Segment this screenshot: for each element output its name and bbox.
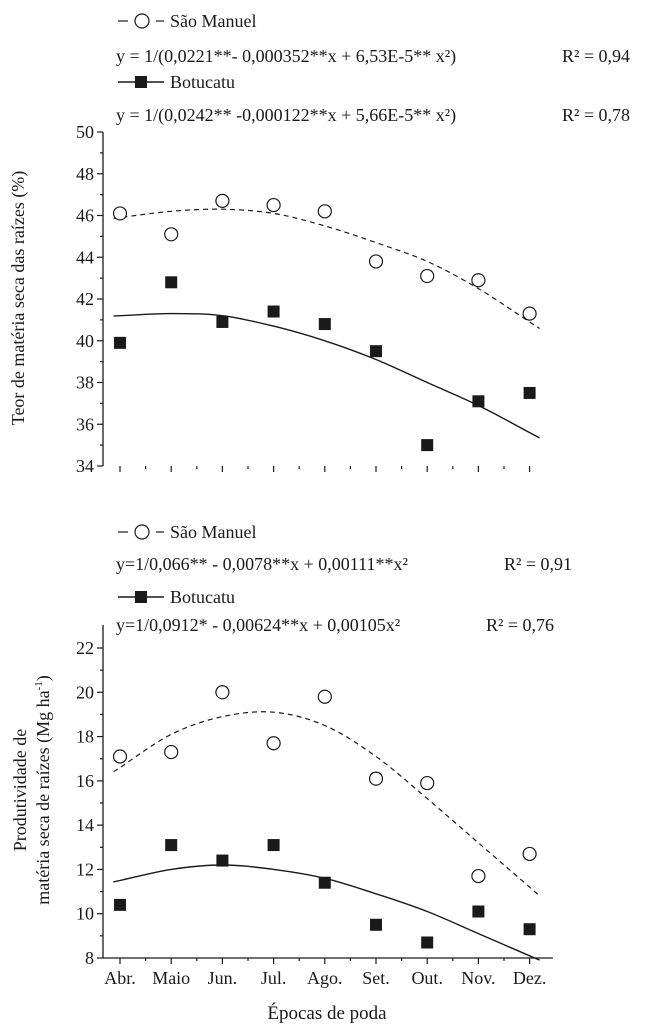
top-point-botucatu xyxy=(216,315,229,328)
top-legend-sao-manuel-equation: y = 1/(0,0221**- 0,000352**x + 6,53E-5**… xyxy=(116,46,456,67)
bottom-fit-lines xyxy=(113,711,540,961)
top-point-sao-manuel xyxy=(522,306,537,321)
top-point-sao-manuel xyxy=(368,254,384,269)
bottom-y-tick-label: 22 xyxy=(76,638,94,658)
top-y-tick-label: 46 xyxy=(76,206,94,226)
bottom-point-sao-manuel xyxy=(215,685,230,700)
top-y-tick-label: 48 xyxy=(76,164,94,184)
bottom-point-botucatu xyxy=(370,918,382,931)
bottom-point-sao-manuel xyxy=(266,736,281,751)
top-point-sao-manuel xyxy=(215,193,230,208)
top-point-sao-manuel xyxy=(112,206,128,221)
bottom-y-axis-label-line2: matéria seca de raízes (Mg ha-1) xyxy=(33,675,54,905)
bottom-point-botucatu xyxy=(472,905,485,918)
top-point-botucatu xyxy=(114,336,126,349)
top-y-tick-label: 40 xyxy=(76,331,94,351)
bottom-chart: 8 10 12 14 16 18 20 22 Abr. Maio Jun. Jul. Ago. Set.… xyxy=(10,625,553,1024)
bottom-point-sao-manuel xyxy=(112,749,128,764)
bottom-x-tick-label: Dez. xyxy=(513,968,546,988)
bottom-point-botucatu xyxy=(267,839,280,852)
top-y-axis-label: Teor de matéria seca das raízes (%) xyxy=(8,171,29,426)
top-legend-sao-manuel-r2: R² = 0,94 xyxy=(562,46,630,66)
bottom-x-tick-label: Jul. xyxy=(261,968,287,988)
top-legend-botucatu-r2: R² = 0,78 xyxy=(562,105,630,125)
top-point-sao-manuel xyxy=(317,204,332,219)
top-y-tick-label: 36 xyxy=(76,414,94,434)
bottom-y-tick-label: 16 xyxy=(76,771,94,791)
bottom-legend-botucatu-r2: R² = 0,76 xyxy=(486,615,554,635)
bottom-fit-line-sao-manuel xyxy=(113,711,540,897)
top-y-tick-label: 34 xyxy=(76,456,94,476)
bottom-data-points xyxy=(112,685,537,949)
bottom-point-botucatu xyxy=(523,923,536,936)
bottom-y-tick-label: 20 xyxy=(76,682,94,702)
top-fit-line-botucatu xyxy=(113,312,540,439)
top-y-ticks: 34 36 38 40 42 44 46 48 50 xyxy=(76,122,103,476)
bottom-legend-botucatu-symbol xyxy=(118,591,164,603)
top-chart: 34 36 38 40 42 44 46 48 50 Teor de matéria seca … xyxy=(8,122,540,476)
bottom-legend-sao-manuel-r2: R² = 0,91 xyxy=(504,554,572,574)
bottom-point-sao-manuel xyxy=(522,846,537,862)
bottom-y-tick-label: 12 xyxy=(76,859,94,879)
bottom-legend-botucatu-label: Botucatu xyxy=(170,587,235,607)
top-legend-botucatu-label: Botucatu xyxy=(170,72,235,92)
bottom-x-tick-label: Maio xyxy=(152,968,190,988)
bottom-x-axis-label: Épocas de poda xyxy=(267,1002,387,1024)
bottom-x-tick-label: Abr. xyxy=(104,968,136,988)
top-data-points xyxy=(112,193,537,452)
bottom-x-tick-label: Set. xyxy=(362,968,390,988)
top-y-tick-label: 42 xyxy=(76,289,94,309)
top-legend-botucatu-symbol xyxy=(118,76,164,88)
bottom-point-sao-manuel xyxy=(317,689,332,704)
bottom-point-botucatu xyxy=(216,854,229,867)
bottom-y-tick-label: 10 xyxy=(76,904,94,924)
bottom-y-tick-label: 14 xyxy=(76,815,94,835)
top-legend-sao-manuel-symbol xyxy=(118,13,164,29)
bottom-legend-sao-manuel-equation: y=1/0,066** - 0,0078**x + 0,00111**x² xyxy=(116,554,408,574)
top-legend-sao-manuel-label: São Manuel xyxy=(170,11,256,31)
top-point-botucatu xyxy=(267,305,280,318)
top-y-tick-label: 38 xyxy=(76,373,94,393)
top-point-sao-manuel xyxy=(471,273,486,288)
top-x-ticks xyxy=(119,466,531,472)
bottom-point-botucatu xyxy=(421,936,434,949)
top-legend-botucatu-equation: y = 1/(0,0242** -0,000122**x + 5,66E-5**… xyxy=(116,105,456,126)
bottom-legend-botucatu-equation: y=1/0,0912* - 0,00624**x + 0,00105x² xyxy=(116,615,400,635)
bottom-x-tick-label: Nov. xyxy=(461,968,495,988)
top-y-tick-label: 44 xyxy=(76,247,94,267)
bottom-point-botucatu xyxy=(114,898,126,911)
bottom-legend-sao-manuel-label: São Manuel xyxy=(170,522,256,542)
top-point-botucatu xyxy=(370,345,382,358)
bottom-point-sao-manuel xyxy=(420,775,435,791)
bottom-legend-sao-manuel-symbol xyxy=(118,524,164,540)
top-point-botucatu xyxy=(472,395,485,408)
bottom-y-tick-label: 8 xyxy=(85,948,94,968)
top-point-sao-manuel xyxy=(164,227,179,242)
bottom-point-botucatu xyxy=(165,839,178,852)
bottom-y-axis-label-line1: Produtividade de xyxy=(10,729,30,851)
bottom-y-ticks: 8 10 12 14 16 18 20 22 xyxy=(76,638,103,968)
bottom-x-tick-label: Out. xyxy=(411,968,443,988)
bottom-y-tick-label: 18 xyxy=(76,727,94,747)
bottom-point-botucatu xyxy=(318,876,331,889)
bottom-point-sao-manuel xyxy=(368,771,384,786)
top-point-sao-manuel xyxy=(420,268,435,284)
bottom-x-tick-label: Jun. xyxy=(208,968,238,988)
top-legend: São Manuel y = 1/(0,0221**- 0,000352**x … xyxy=(116,11,630,126)
bottom-x-tick-label: Ago. xyxy=(307,968,343,988)
top-point-botucatu xyxy=(318,318,331,331)
bottom-x-ticks: Abr. Maio Jun. Jul. Ago. Set. Out. Nov. Dez. xyxy=(104,958,546,988)
top-point-botucatu xyxy=(523,386,536,399)
top-fit-lines xyxy=(113,208,540,439)
bottom-point-sao-manuel xyxy=(471,868,486,884)
bottom-point-sao-manuel xyxy=(164,744,179,760)
top-point-botucatu xyxy=(165,276,178,289)
bottom-legend: São Manuel y=1/0,066** - 0,0078**x + 0,0… xyxy=(116,522,572,635)
top-fit-line-sao-manuel xyxy=(113,208,540,330)
top-point-botucatu xyxy=(421,439,434,452)
top-y-tick-label: 50 xyxy=(76,122,94,142)
top-point-sao-manuel xyxy=(266,197,281,213)
